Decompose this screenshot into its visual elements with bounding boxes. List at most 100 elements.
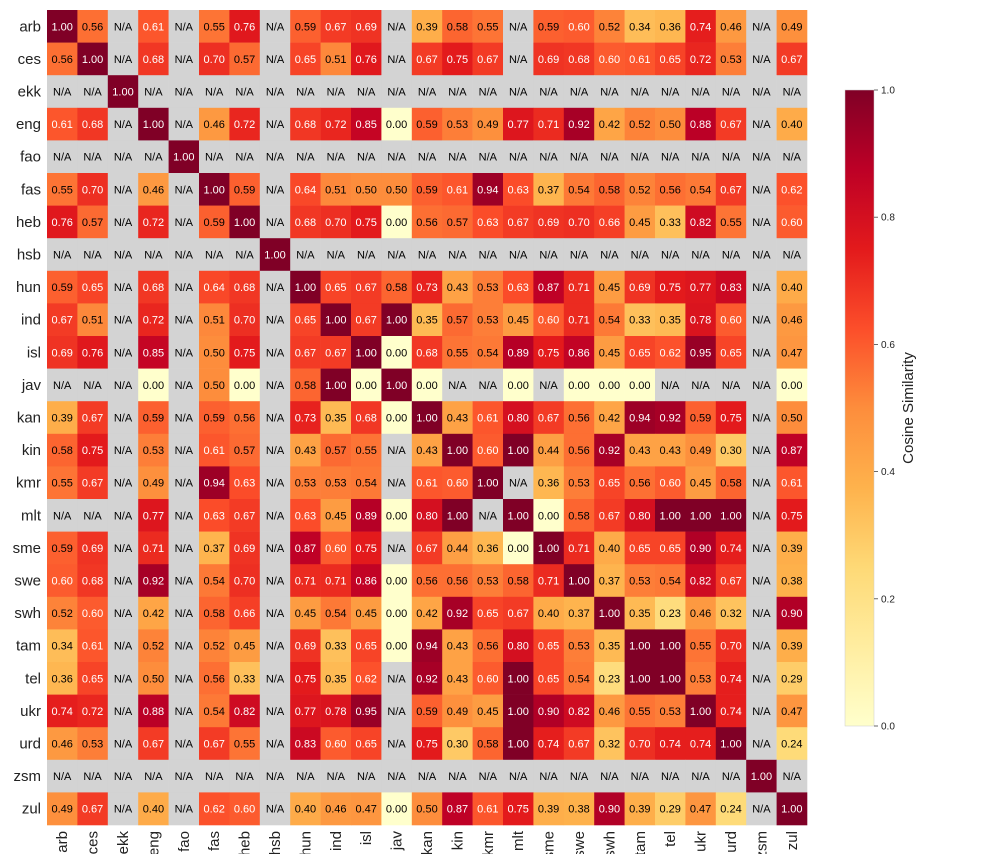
heatmap-cell-sme-eng: [138, 531, 169, 565]
heatmap-cell-urd-ekk: [107, 727, 139, 761]
heatmap-cell-label: 0.80: [629, 510, 650, 522]
heatmap-cell-label: N/A: [266, 119, 285, 131]
heatmap-cell-sme-hun: [290, 531, 321, 565]
heatmap-cell-label: 0.50: [203, 380, 224, 392]
x-tick-label-swh: swh: [601, 831, 618, 854]
heatmap-cell-zul-zul: [776, 792, 808, 826]
heatmap-cell-label: 0.46: [690, 608, 711, 620]
heatmap-cell-label: 0.77: [295, 706, 316, 718]
heatmap-cell-label: N/A: [144, 771, 163, 783]
heatmap-cell-label: N/A: [631, 250, 650, 262]
heatmap-cell-label: 0.75: [447, 54, 468, 66]
heatmap-cell-jav-ind: [320, 368, 352, 402]
heatmap-cell-sme-hsb: [259, 531, 291, 565]
heatmap-cell-label: N/A: [722, 771, 741, 783]
heatmap-cell-label: 0.67: [568, 739, 589, 751]
heatmap-cell-mlt-zsm: [746, 499, 777, 532]
heatmap-cell-label: 0.57: [82, 217, 103, 229]
heatmap-cell-ukr-fao: [168, 694, 200, 728]
heatmap-cell-label: 0.00: [507, 380, 528, 392]
heatmap-cell-label: 0.58: [477, 739, 498, 751]
heatmap-cell-hun-ces: [77, 270, 109, 304]
heatmap-cell-label: 0.42: [599, 119, 620, 131]
heatmap-cell-hun-kan: [411, 270, 443, 304]
heatmap-cell-label: N/A: [448, 152, 467, 164]
heatmap-cell-jav-sme: [533, 368, 565, 402]
heatmap-cell-label: 0.72: [690, 54, 711, 66]
heatmap-cell-kin-heb: [229, 433, 261, 467]
heatmap-cell-label: 0.71: [568, 543, 589, 555]
heatmap-cell-eng-urd: [715, 107, 747, 141]
heatmap-cell-zul-sme: [533, 792, 565, 826]
heatmap-cell-label: N/A: [539, 380, 558, 392]
heatmap-cell-label: 0.58: [51, 445, 72, 457]
heatmap-cell-label: N/A: [266, 87, 285, 99]
heatmap-cell-label: 0.75: [781, 510, 802, 522]
heatmap-cell-kin-swe: [563, 433, 595, 467]
heatmap-cell-sme-tam: [624, 531, 656, 565]
heatmap-cell-isl-tam: [624, 336, 656, 369]
heatmap-cell-label: 0.75: [234, 347, 255, 359]
heatmap-cell-fas-ces: [77, 173, 109, 206]
heatmap-cell-eng-sme: [533, 107, 565, 141]
heatmap-cell-fas-ukr: [685, 173, 717, 206]
heatmap-cell-hsb-urd: [715, 238, 747, 272]
heatmap-cell-label: N/A: [448, 380, 467, 392]
heatmap-cell-heb-ekk: [107, 205, 139, 239]
heatmap-cell-label: 0.94: [629, 413, 650, 425]
heatmap-cell-label: N/A: [83, 250, 102, 262]
heatmap-cell-label: 0.71: [568, 282, 589, 294]
heatmap-cell-label: 0.92: [416, 673, 437, 685]
x-tick-label-fas: fas: [206, 831, 223, 851]
heatmap-cell-label: 0.76: [82, 347, 103, 359]
heatmap-cell-fas-eng: [138, 173, 169, 206]
heatmap-cell-fao-tel: [655, 140, 686, 174]
heatmap-cell-label: 0.75: [416, 739, 437, 751]
heatmap-cell-heb-urd: [715, 205, 747, 239]
colorbar-tick-label: 0.6: [881, 340, 895, 351]
heatmap-cell-label: N/A: [175, 608, 194, 620]
heatmap-cell-label: 1.00: [751, 771, 772, 783]
heatmap-cell-ind-sme: [533, 303, 565, 337]
heatmap-cell-zul-ind: [320, 792, 352, 826]
heatmap-cell-label: 0.33: [659, 217, 680, 229]
heatmap-cell-label: 0.69: [51, 347, 72, 359]
heatmap-cell-label: 0.67: [477, 54, 498, 66]
heatmap-cell-label: 0.45: [355, 608, 376, 620]
heatmap-cell-label: 0.71: [538, 119, 559, 131]
heatmap-cell-swe-swh: [594, 564, 625, 598]
heatmap-cell-ces-ind: [320, 42, 352, 76]
heatmap-cell-label: 0.61: [203, 445, 224, 457]
heatmap-cell-ind-fao: [168, 303, 200, 337]
heatmap-cell-label: 0.86: [568, 347, 589, 359]
heatmap-cell-tam-zsm: [746, 629, 777, 663]
heatmap-cell-label: N/A: [691, 250, 710, 262]
heatmap-cell-sme-tel: [655, 531, 686, 565]
x-tick-label-ces: ces: [85, 831, 102, 854]
heatmap-cell-swe-tel: [655, 564, 686, 598]
heatmap-cell-heb-hsb: [259, 205, 291, 239]
heatmap-cell-label: 0.55: [51, 184, 72, 196]
heatmap-cell-label: 0.60: [234, 804, 255, 816]
heatmap-cell-fas-kmr: [472, 173, 504, 206]
heatmap-cell-arb-kan: [411, 10, 443, 43]
heatmap-cell-label: N/A: [631, 87, 650, 99]
heatmap-cell-eng-hun: [290, 107, 321, 141]
heatmap-cell-kin-ces: [77, 433, 109, 467]
heatmap-cell-zul-tel: [655, 792, 686, 826]
heatmap-cell-jav-ukr: [685, 368, 717, 402]
heatmap-cell-hsb-hun: [290, 238, 321, 272]
heatmap-cell-zul-ekk: [107, 792, 139, 826]
heatmap-cell-jav-kin: [442, 368, 473, 402]
heatmap-cell-label: 0.76: [51, 217, 72, 229]
heatmap-cell-arb-ekk: [107, 10, 139, 43]
heatmap-cell-label: 1.00: [143, 119, 164, 131]
x-tick-label-kan: kan: [419, 831, 436, 854]
heatmap-cell-label: N/A: [175, 250, 194, 262]
heatmap-cell-label: 0.58: [599, 184, 620, 196]
heatmap-cell-zul-swh: [594, 792, 625, 826]
heatmap-cell-label: 0.59: [203, 217, 224, 229]
heatmap-cell-fas-jav: [381, 173, 413, 206]
heatmap-cell-label: 0.67: [507, 217, 528, 229]
y-tick-label-swh: swh: [14, 605, 41, 622]
